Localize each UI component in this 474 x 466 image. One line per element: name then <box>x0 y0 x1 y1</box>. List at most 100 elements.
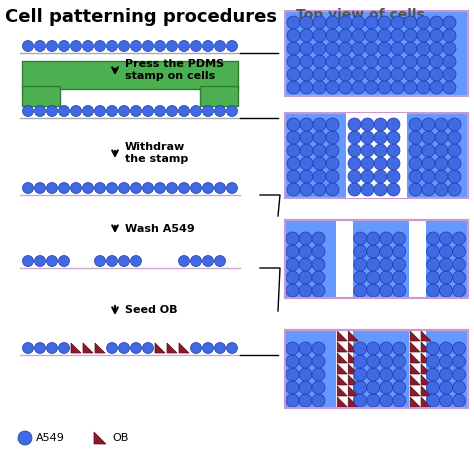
Circle shape <box>404 42 417 55</box>
Polygon shape <box>71 343 81 353</box>
Circle shape <box>378 29 391 42</box>
Circle shape <box>22 343 34 354</box>
Circle shape <box>391 81 404 94</box>
Circle shape <box>300 170 313 183</box>
Circle shape <box>361 144 374 157</box>
Circle shape <box>409 118 422 131</box>
Circle shape <box>71 183 82 193</box>
Text: Wash A549: Wash A549 <box>125 224 195 234</box>
Circle shape <box>354 284 367 297</box>
Circle shape <box>166 41 177 52</box>
Circle shape <box>58 183 70 193</box>
Bar <box>353 220 409 298</box>
Polygon shape <box>337 364 347 374</box>
Circle shape <box>453 355 465 368</box>
Circle shape <box>404 29 417 42</box>
Circle shape <box>326 144 339 157</box>
Circle shape <box>82 183 93 193</box>
Circle shape <box>326 183 339 196</box>
Circle shape <box>378 81 391 94</box>
Circle shape <box>313 42 326 55</box>
Circle shape <box>361 131 374 144</box>
Circle shape <box>393 258 406 271</box>
Circle shape <box>287 81 300 94</box>
Polygon shape <box>421 386 431 396</box>
Circle shape <box>287 170 300 183</box>
Circle shape <box>439 381 453 394</box>
Circle shape <box>393 381 406 394</box>
Circle shape <box>326 55 339 68</box>
Circle shape <box>313 118 326 131</box>
Circle shape <box>202 105 213 116</box>
Circle shape <box>367 381 380 394</box>
Circle shape <box>179 105 190 116</box>
Circle shape <box>143 41 154 52</box>
Circle shape <box>367 342 380 355</box>
Polygon shape <box>155 343 165 353</box>
Circle shape <box>287 144 300 157</box>
Circle shape <box>202 183 213 193</box>
Circle shape <box>430 16 443 29</box>
Polygon shape <box>337 397 347 407</box>
Circle shape <box>179 41 190 52</box>
Circle shape <box>312 232 325 245</box>
Circle shape <box>417 55 430 68</box>
Circle shape <box>443 68 456 81</box>
Circle shape <box>427 368 439 381</box>
Polygon shape <box>410 397 420 407</box>
Bar <box>200 86 238 106</box>
Circle shape <box>166 105 177 116</box>
Circle shape <box>367 284 380 297</box>
Circle shape <box>300 118 313 131</box>
Circle shape <box>393 394 406 407</box>
Polygon shape <box>348 386 358 396</box>
Circle shape <box>435 144 448 157</box>
Circle shape <box>443 81 456 94</box>
Polygon shape <box>337 386 347 396</box>
Circle shape <box>378 55 391 68</box>
Circle shape <box>130 105 142 116</box>
Circle shape <box>374 170 387 183</box>
Circle shape <box>391 55 404 68</box>
Circle shape <box>202 41 213 52</box>
Circle shape <box>166 183 177 193</box>
Bar <box>285 330 468 408</box>
Circle shape <box>286 245 299 258</box>
Circle shape <box>365 42 378 55</box>
Circle shape <box>439 355 453 368</box>
Circle shape <box>313 183 326 196</box>
Circle shape <box>287 42 300 55</box>
Circle shape <box>443 29 456 42</box>
Circle shape <box>435 131 448 144</box>
Circle shape <box>326 170 339 183</box>
Circle shape <box>393 368 406 381</box>
Circle shape <box>326 118 339 131</box>
Circle shape <box>143 183 154 193</box>
Circle shape <box>215 183 226 193</box>
Circle shape <box>299 342 312 355</box>
Circle shape <box>409 157 422 170</box>
Circle shape <box>387 183 400 196</box>
Circle shape <box>130 255 142 267</box>
Circle shape <box>312 355 325 368</box>
Circle shape <box>299 245 312 258</box>
Circle shape <box>393 245 406 258</box>
Circle shape <box>367 394 380 407</box>
Circle shape <box>118 105 129 116</box>
Circle shape <box>409 144 422 157</box>
Circle shape <box>448 157 461 170</box>
Circle shape <box>354 258 367 271</box>
Circle shape <box>404 16 417 29</box>
Circle shape <box>380 284 393 297</box>
Circle shape <box>286 232 299 245</box>
Circle shape <box>215 105 226 116</box>
Circle shape <box>448 118 461 131</box>
Polygon shape <box>410 353 420 363</box>
Circle shape <box>286 258 299 271</box>
Bar <box>346 113 407 198</box>
Circle shape <box>448 183 461 196</box>
Circle shape <box>387 144 400 157</box>
Circle shape <box>22 255 34 267</box>
Text: Top view of cells: Top view of cells <box>296 8 424 22</box>
Circle shape <box>422 144 435 157</box>
